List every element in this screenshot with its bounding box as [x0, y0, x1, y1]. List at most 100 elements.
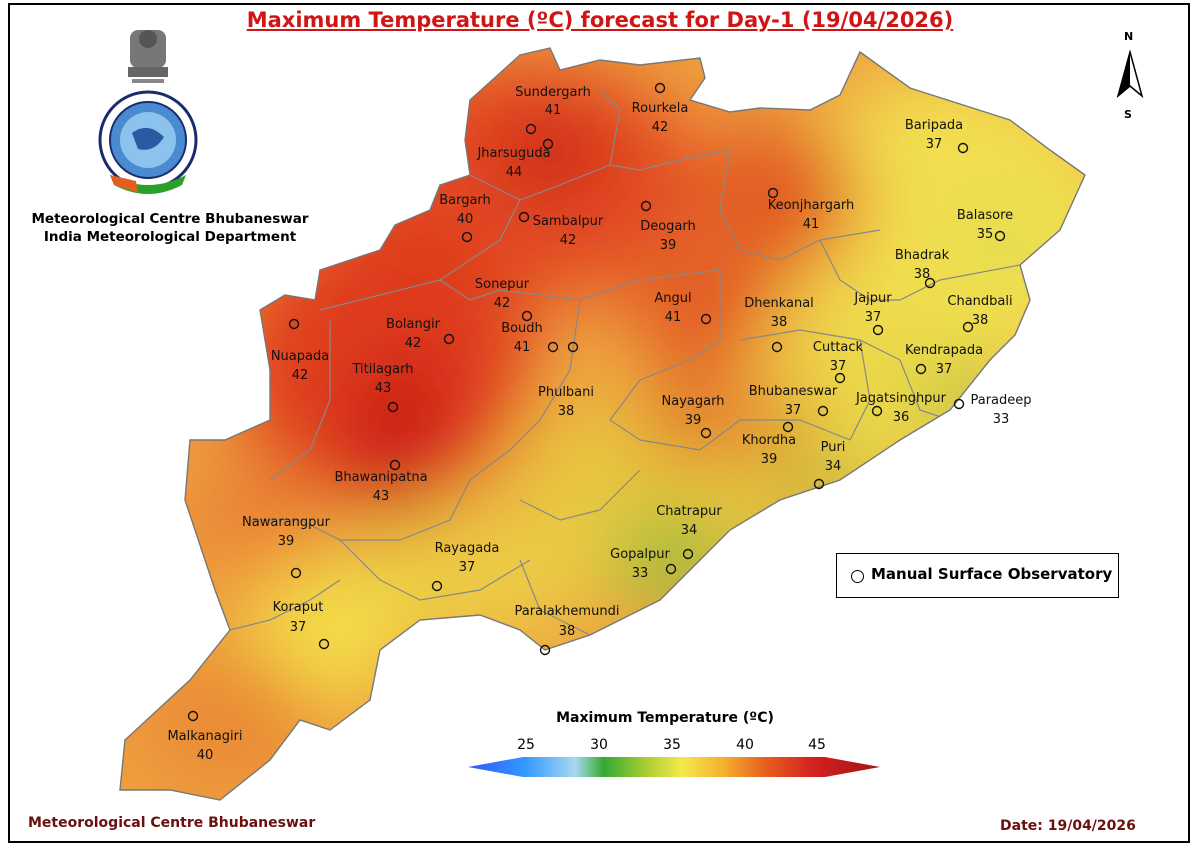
observatory-legend-label: Manual Surface Observatory	[871, 565, 1113, 583]
station-name: Chatrapur	[656, 504, 722, 519]
station-marker	[871, 405, 883, 417]
state-emblem-icon	[128, 30, 168, 83]
station-value: 37	[785, 403, 802, 418]
station-marker	[682, 548, 694, 560]
station-value: 33	[632, 566, 649, 581]
station-value: 39	[660, 238, 677, 253]
station-name: Chandbali	[947, 294, 1012, 309]
station-name: Jharsuguda	[476, 146, 550, 161]
station-name: Bargarh	[439, 193, 491, 208]
stations-layer: Sundergarh 41 Rourkela 42 Jharsuguda 44 …	[167, 82, 1032, 763]
station-value: 35	[977, 227, 994, 242]
station-marker	[994, 230, 1006, 242]
station-name: Titilagarh	[351, 362, 413, 377]
station-marker	[654, 82, 666, 94]
north-arrow: N S	[1110, 30, 1150, 125]
station-value: 38	[558, 404, 575, 419]
station-value: 33	[993, 412, 1010, 427]
colorbar-title: Maximum Temperature (ºC)	[556, 710, 774, 726]
imd-logo	[98, 30, 198, 194]
station-marker	[567, 341, 579, 353]
station-marker	[318, 638, 330, 650]
station-name: Sonepur	[475, 277, 530, 292]
station-value: 39	[761, 452, 778, 467]
station-marker	[389, 459, 401, 471]
station-value: 42	[292, 368, 309, 383]
station-name: Baripada	[905, 118, 963, 133]
station-marker	[542, 138, 554, 150]
district-boundaries	[229, 89, 1021, 636]
station-name: Sundergarh	[515, 85, 591, 100]
station-name: Keonjhargarh	[768, 198, 855, 213]
station-value: 37	[936, 362, 953, 377]
station-name: Boudh	[501, 321, 543, 336]
station-marker	[872, 324, 884, 336]
temperature-field	[120, 48, 1085, 800]
station-name: Bhadrak	[895, 248, 950, 263]
station-marker	[387, 401, 399, 413]
station-value: 37	[865, 310, 882, 325]
station-name: Jagatsinghpur	[855, 391, 947, 406]
station-marker	[443, 333, 455, 345]
station-name: Rourkela	[632, 101, 689, 116]
station-name: Puri	[821, 440, 846, 455]
station-value: 40	[457, 212, 474, 227]
station-value: 39	[685, 413, 702, 428]
south-label: S	[1124, 108, 1132, 121]
station-name: Malkanagiri	[167, 729, 242, 744]
station-marker	[288, 318, 300, 330]
map-title: Maximum Temperature (ºC) forecast for Da…	[246, 8, 954, 32]
station-name: Cuttack	[813, 340, 864, 355]
station-marker	[834, 372, 846, 384]
station-marker	[665, 563, 677, 575]
org-name: Meteorological Centre Bhubaneswar	[31, 211, 309, 227]
station-value: 38	[771, 315, 788, 330]
station-value: 37	[459, 560, 476, 575]
station-marker	[962, 321, 974, 333]
station-marker	[813, 478, 825, 490]
station-name: Gopalpur	[610, 547, 670, 562]
station-name: Kendrapada	[905, 343, 983, 358]
station-name: Khordha	[742, 433, 796, 448]
colorbar-tick: 35	[663, 737, 681, 753]
station-value: 34	[681, 523, 698, 538]
station-name: Balasore	[957, 208, 1013, 223]
footer-org: Meteorological Centre Bhubaneswar	[28, 815, 316, 831]
station-value: 37	[290, 620, 307, 635]
station-marker	[461, 231, 473, 243]
station-value: 44	[506, 165, 523, 180]
observatory-marker-icon	[851, 570, 864, 583]
station-name: Dhenkanal	[744, 296, 814, 311]
station-name: Angul	[654, 291, 691, 306]
station-name: Deogarh	[640, 219, 696, 234]
station-value: 36	[893, 410, 910, 425]
station-name: Nuapada	[271, 349, 329, 364]
station-marker	[700, 427, 712, 439]
station-marker	[817, 405, 829, 417]
station-value: 38	[914, 267, 931, 282]
station-marker	[953, 398, 965, 410]
station-value: 41	[514, 340, 531, 355]
org-subname: India Meteorological Department	[43, 229, 297, 245]
north-arrow-icon	[1116, 50, 1144, 99]
station-value: 39	[278, 534, 295, 549]
station-value: 41	[803, 217, 820, 232]
station-name: Rayagada	[435, 541, 500, 556]
state-boundary	[119, 47, 1086, 801]
station-name: Paradeep	[970, 393, 1031, 408]
station-value: 37	[926, 137, 943, 152]
station-value: 42	[560, 233, 577, 248]
station-value: 42	[652, 120, 669, 135]
station-name: Koraput	[273, 600, 324, 615]
colorbar	[468, 757, 880, 777]
station-value: 38	[972, 313, 989, 328]
station-name: Nawarangpur	[242, 515, 331, 530]
station-marker	[924, 277, 936, 289]
station-marker	[782, 421, 794, 433]
station-name: Phulbani	[538, 385, 594, 400]
station-name: Nayagarh	[662, 394, 725, 409]
station-marker	[525, 123, 537, 135]
station-value: 34	[825, 459, 842, 474]
station-name: Bhubaneswar	[749, 384, 838, 399]
station-marker	[767, 187, 779, 199]
